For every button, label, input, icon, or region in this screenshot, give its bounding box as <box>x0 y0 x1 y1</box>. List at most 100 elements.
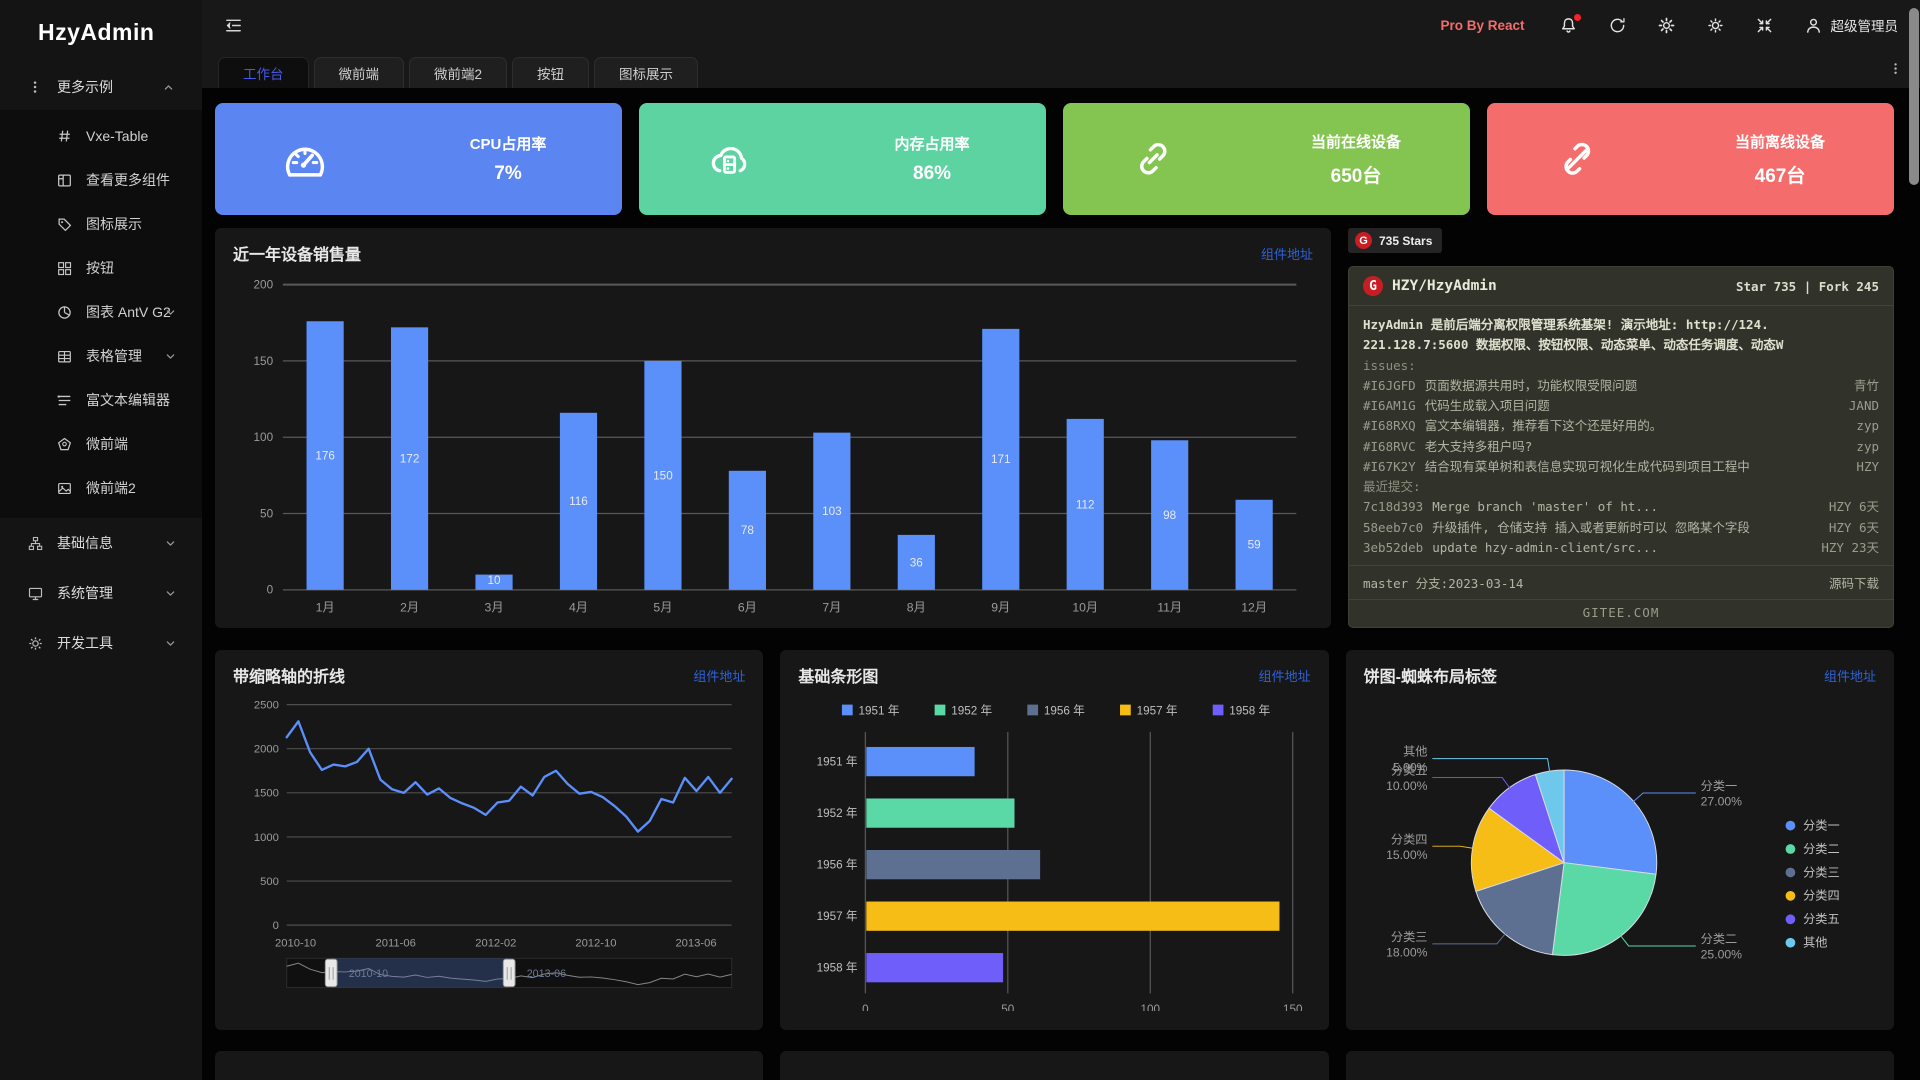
component-link[interactable]: 组件地址 <box>1258 668 1311 684</box>
pie-chart: 分类一 27.00% 分类二 25.00% 分类三 18.00% 分类四 15.00% 分类五 1… <box>1364 689 1876 1016</box>
page-scrollbar[interactable] <box>1909 8 1919 185</box>
gitee-widget: G 735 Stars G HZY/HzyAdmin Star 735 | Fo… <box>1348 228 1894 628</box>
sidebar-item-微前端[interactable]: 微前端 <box>0 422 202 466</box>
hbar-1957 年[interactable] <box>866 901 1280 931</box>
bar-6月[interactable] <box>728 470 766 590</box>
legend-item-分类二[interactable]: 分类二 <box>1785 842 1839 856</box>
svg-text:2500: 2500 <box>254 700 279 712</box>
settings-gear-icon[interactable] <box>1657 16 1676 35</box>
bar-8月[interactable] <box>897 534 935 590</box>
theme-sun-icon[interactable] <box>1706 16 1725 35</box>
user-menu[interactable]: 超级管理员 <box>1804 15 1898 35</box>
legend-item-分类一[interactable]: 分类一 <box>1785 819 1839 833</box>
sidebar-item-微前端2[interactable]: 微前端2 <box>0 466 202 510</box>
notification-bell-icon[interactable] <box>1559 13 1581 35</box>
hbar-1958 年[interactable] <box>866 953 1004 983</box>
hbar-1951 年[interactable] <box>866 746 975 777</box>
sidebar-group-开发工具[interactable]: 开发工具 <box>0 618 202 668</box>
sidebar-item-图表 AntV G2[interactable]: 图表 AntV G2 <box>0 290 202 334</box>
brush-handle-1[interactable] <box>324 958 338 988</box>
stat-card-当前在线设备[interactable]: 当前在线设备 650台 <box>1063 103 1470 215</box>
legend-item-分类四[interactable]: 分类四 <box>1785 889 1839 903</box>
svg-text:2010-10: 2010-10 <box>349 968 388 980</box>
commits-label: 最近提交: <box>1363 479 1421 494</box>
legend-item-分类五[interactable]: 分类五 <box>1785 912 1839 926</box>
legend-item-分类三[interactable]: 分类三 <box>1785 865 1839 879</box>
sidebar-group-基础信息[interactable]: 基础信息 <box>0 518 202 568</box>
sidebar-group-系统管理[interactable]: 系统管理 <box>0 568 202 618</box>
tab-more-icon[interactable] <box>1888 61 1904 77</box>
stat-value: 467台 <box>1754 165 1806 187</box>
sidebar-item-label: 富文本编辑器 <box>86 392 170 408</box>
tab-工作台[interactable]: 工作台 <box>218 57 309 88</box>
tab-微前端2[interactable]: 微前端2 <box>409 57 508 88</box>
bar-7月[interactable] <box>813 432 851 590</box>
commit-row[interactable]: 3eb52deb update hzy-admin-client/src... HZ… <box>1363 538 1879 558</box>
stat-card-当前离线设备[interactable]: 当前离线设备 467台 <box>1487 103 1894 215</box>
source-download-link[interactable]: 源码下载 <box>1828 576 1879 591</box>
bar-12月[interactable] <box>1235 499 1273 590</box>
issue-row[interactable]: #I6JGFD 页面数据源共用时，功能权限受限问题 青竹 <box>1363 376 1879 396</box>
bar-5月[interactable] <box>644 360 682 590</box>
bar-10月[interactable] <box>1066 418 1104 590</box>
legend-item-1958 年[interactable]: 1958 年 <box>1213 703 1271 717</box>
component-link[interactable]: 组件地址 <box>1823 668 1876 684</box>
issue-row[interactable]: #I67K2Y 结合现有菜单树和表信息实现可视化生成代码到项目工程中 HZY <box>1363 457 1879 477</box>
svg-text:171: 171 <box>991 453 1011 466</box>
legend-item-1956 年[interactable]: 1956 年 <box>1027 703 1086 717</box>
commit-row[interactable]: 7c18d393 Merge branch 'master' of ht... HZ… <box>1363 497 1879 517</box>
sidebar-group-label: 开发工具 <box>57 635 113 651</box>
stat-card-内存占用率[interactable]: 内存占用率 86% <box>639 103 1046 215</box>
row-id: 3eb52deb <box>1363 539 1424 555</box>
bar-4月[interactable] <box>559 412 598 590</box>
gitee-repo-card: G HZY/HzyAdmin Star 735 | Fork 245 HzyAd… <box>1348 266 1894 628</box>
svg-text:11月: 11月 <box>1157 600 1182 614</box>
svg-text:分类四: 分类四 <box>1391 832 1428 846</box>
bar-2月[interactable] <box>390 327 429 590</box>
sidebar-item-查看更多组件[interactable]: 查看更多组件 <box>0 158 202 202</box>
fullscreen-compress-icon[interactable] <box>1755 16 1774 35</box>
sidebar-group-more-examples[interactable]: 更多示例 <box>0 64 202 110</box>
legend-item-1957 年[interactable]: 1957 年 <box>1120 703 1178 717</box>
sidebar-item-表格管理[interactable]: 表格管理 <box>0 334 202 378</box>
sidebar-item-图标展示[interactable]: 图标展示 <box>0 202 202 246</box>
component-link[interactable]: 组件地址 <box>1260 246 1313 262</box>
sidebar-item-按钮[interactable]: 按钮 <box>0 246 202 290</box>
row-id: #I6AM1G <box>1363 398 1416 413</box>
tab-微前端[interactable]: 微前端 <box>313 57 404 88</box>
tab-图标展示[interactable]: 图标展示 <box>594 57 699 88</box>
chart-title: 近一年设备销售量 <box>233 247 362 264</box>
issue-row[interactable]: #I6AM1G 代码生成载入项目问题 JAND <box>1363 396 1879 416</box>
refresh-icon[interactable] <box>1608 16 1627 35</box>
tab-按钮[interactable]: 按钮 <box>512 57 590 88</box>
repo-description-line1: HzyAdmin 是前后端分离权限管理系统基架! 演示地址: http://12… <box>1363 317 1769 332</box>
line-series[interactable] <box>285 720 733 833</box>
hbar-1956 年[interactable] <box>866 850 1041 880</box>
chart-title: 饼图-蜘蛛布局标签 <box>1363 669 1497 686</box>
legend-item-1952 年[interactable]: 1952 年 <box>934 703 993 717</box>
issue-row[interactable]: #I68RVC 老大支持多租户吗? zyp <box>1363 437 1879 457</box>
repo-name[interactable]: HZY/HzyAdmin <box>1392 278 1497 294</box>
svg-text:2011-06: 2011-06 <box>376 938 416 950</box>
hbar-1952 年[interactable] <box>866 798 1015 828</box>
sidebar-item-富文本编辑器[interactable]: 富文本编辑器 <box>0 378 202 422</box>
commit-row[interactable]: 58eeb7c0 升级插件, 仓储支持 插入或者更新时可以 忽略某个字段 HZY 6… <box>1363 518 1879 538</box>
stat-label: 当前离线设备 <box>1735 133 1826 151</box>
branch-label: master 分支:2023-03-14 <box>1363 576 1524 591</box>
bar-1月[interactable] <box>306 321 344 590</box>
gitee-stars-badge[interactable]: G 735 Stars <box>1348 228 1443 253</box>
stat-card-CPU占用率[interactable]: CPU占用率 7% <box>215 103 622 215</box>
sidebar-item-Vxe-Table[interactable]: Vxe-Table <box>0 114 202 158</box>
legend-item-1951 年[interactable]: 1951 年 <box>842 703 900 717</box>
legend-item-其他[interactable]: 其他 <box>1785 936 1827 950</box>
bar-11月[interactable] <box>1151 440 1189 590</box>
issue-row[interactable]: #I68RXQ 富文本编辑器，推荐看下这个还是好用的。 zyp <box>1363 416 1879 436</box>
menu-fold-icon[interactable] <box>224 16 243 35</box>
pie-slice-分类一[interactable] <box>1563 769 1657 875</box>
brush-handle-2[interactable] <box>502 958 516 988</box>
svg-text:150: 150 <box>653 469 673 482</box>
bar-3月[interactable] <box>475 574 513 590</box>
component-link[interactable]: 组件地址 <box>693 668 746 684</box>
bar-9月[interactable] <box>982 328 1020 590</box>
pie-slice-分类二[interactable] <box>1551 862 1657 956</box>
